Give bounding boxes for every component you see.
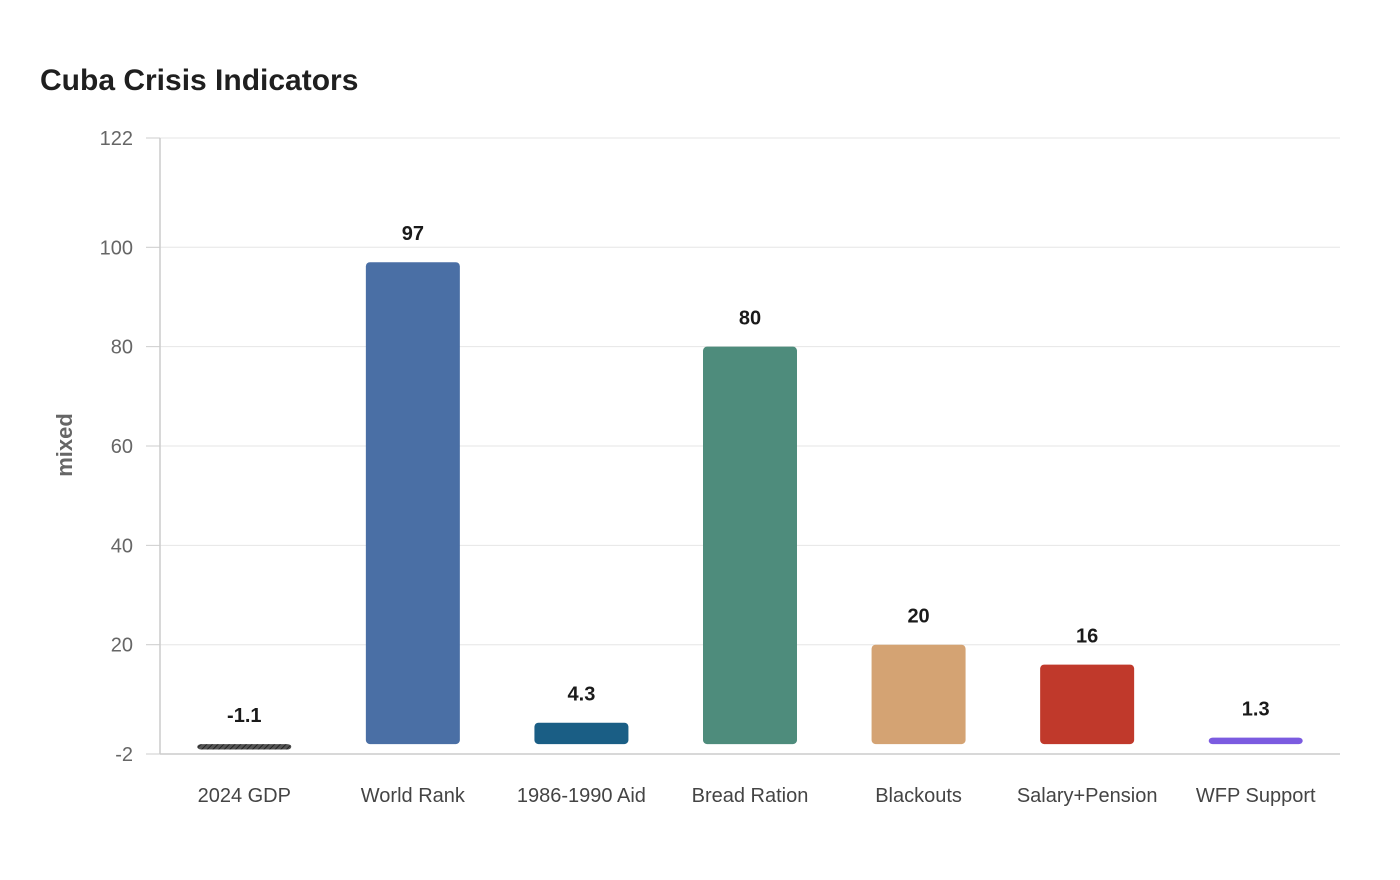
y-tick-label: -2 [115, 744, 133, 766]
y-tick-label: 122 [100, 128, 133, 150]
y-tick-label: 100 [100, 237, 133, 259]
bar [534, 722, 629, 745]
bar [703, 346, 797, 745]
data-labels: -1.1 97 4.3 80 20 16 1.3 [227, 223, 1270, 727]
data-label: 20 [907, 606, 929, 628]
x-tick-label: Bread Ration [692, 785, 809, 807]
data-label: 4.3 [568, 684, 596, 706]
y-tick-label: 60 [111, 436, 133, 458]
bar [365, 262, 460, 745]
data-label: 80 [739, 308, 761, 330]
data-label: -1.1 [227, 705, 261, 727]
bar [1040, 664, 1135, 745]
y-axis-ticks: -2 20 40 60 80 100 122 [100, 128, 133, 766]
y-axis-label: mixed [52, 413, 77, 477]
x-tick-label: 2024 GDP [198, 785, 291, 807]
y-tick-label: 80 [111, 337, 133, 359]
data-label: 97 [402, 223, 424, 245]
y-tick-label: 20 [111, 635, 133, 657]
bar [871, 644, 966, 745]
x-tick-label: WFP Support [1196, 785, 1316, 807]
y-tick-label: 40 [111, 535, 133, 557]
bar [197, 744, 292, 750]
x-tick-label: Salary+Pension [1017, 785, 1158, 807]
x-tick-label: World Rank [361, 785, 466, 807]
data-label: 1.3 [1242, 699, 1270, 721]
x-tick-label: Blackouts [875, 785, 962, 807]
x-axis-ticks: 2024 GDP World Rank 1986-1990 Aid Bread Rat… [198, 785, 1316, 807]
bars [197, 262, 1303, 750]
chart-title: Cuba Crisis Indicators [40, 64, 358, 97]
bar [1208, 737, 1303, 745]
data-label: 16 [1076, 626, 1098, 648]
x-tick-label: 1986-1990 Aid [517, 785, 646, 807]
